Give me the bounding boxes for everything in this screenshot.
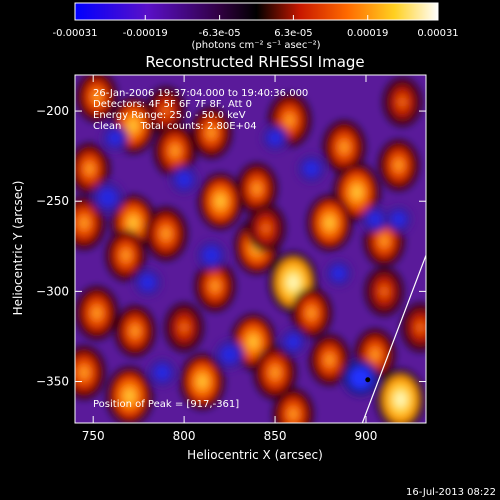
annotation-detectors: Detectors: 4F 5F 6F 7F 8F, Att 0 (93, 99, 252, 110)
heatmap-cell-negative-core (98, 188, 117, 207)
y-tick-label: −250 (36, 194, 69, 208)
heatmap-cell-peak (79, 216, 89, 230)
heatmap-cell-peak (161, 105, 170, 117)
heatmap-cell-peak (127, 118, 139, 133)
heatmap-cell-peak (370, 348, 380, 361)
x-tick-label: 750 (82, 429, 105, 443)
heatmap-cell-peak (127, 215, 139, 230)
colorbar: -0.00031 -0.00019 -6.3e-05 6.3e-05 0.00019 0.… (53, 2, 459, 51)
heatmap-cell-peak (351, 184, 363, 200)
annotation-counts: Clean Total counts: 2.80E+04 (93, 121, 257, 132)
annotation-energy-range: Energy Range: 25.0 - 50.0 keV (93, 110, 246, 121)
colorbar-tick-label: 0.00031 (417, 28, 458, 39)
heatmap-cell-peak (210, 279, 220, 292)
colorbar-tick-label: -0.00019 (123, 28, 168, 39)
axis-ticks: 750 800 850 900 −200 −250 −300 −350 (36, 75, 426, 443)
heatmap-cell-peak (170, 144, 180, 158)
y-tick-label: −300 (36, 284, 69, 298)
info-annotations: 26-Jan-2006 19:37:04.000 to 19:40:36.000… (93, 88, 308, 410)
x-axis-label: Heliocentric X (arcsec) (187, 448, 323, 462)
peak-marker (365, 377, 371, 383)
heatmap-cell-peak (416, 321, 425, 333)
heatmap-cell-peak (307, 307, 316, 320)
heatmap-cell-peak (92, 306, 102, 320)
x-tick-label: 800 (173, 429, 196, 443)
annotation-time-range: 26-Jan-2006 19:37:04.000 to 19:40:36.000 (93, 88, 308, 99)
heatmap-cell-peak (261, 222, 270, 234)
y-tick-label: −350 (36, 375, 69, 389)
heatmap-cell-negative-core (139, 274, 156, 291)
y-axis-label: Heliocentric Y (arcsec) (11, 181, 25, 316)
heatmap-cell-peak (270, 366, 280, 380)
heatmap-cell-peak (215, 194, 226, 209)
heatmap-cell-peak (252, 182, 262, 195)
heatmap-cell-peak (339, 140, 349, 154)
heatmap-cell-negative-core (303, 160, 320, 177)
heatmap-cell-peak (79, 366, 89, 380)
heatmap-cell-negative-core (349, 366, 372, 389)
heatmap-cell-peak (248, 334, 259, 349)
heatmap-cell-negative-core (154, 364, 171, 381)
heatmap-cell-negative-core (202, 246, 220, 264)
heatmap-cell-negative-core (176, 171, 193, 188)
colorbar-tick-label: 0.00019 (347, 28, 388, 39)
heatmap-cell-peak (379, 234, 389, 247)
heatmap-cell-peak (380, 285, 389, 297)
colorbar-tick-label: -6.3e-05 (199, 28, 241, 39)
heatmap-cell-peak (130, 325, 140, 338)
peak-position-label: Position of Peak = [917,-361] (93, 399, 239, 410)
heatmap-cell-peak (284, 113, 295, 127)
heatmap-cell-peak (394, 159, 404, 172)
heatmap-cell-peak (161, 227, 171, 241)
heatmap-cell-peak (85, 162, 94, 175)
heatmap-cell-peak (288, 407, 298, 420)
heatmap-cell-negative-core (267, 130, 283, 146)
heatmap-cell-peak (206, 126, 216, 139)
heatmap-cell-negative-core (391, 211, 407, 227)
colorbar-unit-label: (photons cm⁻² s⁻¹ asec⁻²) (191, 40, 320, 51)
x-tick-label: 900 (355, 429, 378, 443)
heatmap-cell-peak (324, 215, 335, 230)
heatmap-cell-peak (197, 374, 208, 389)
heatmap (75, 75, 426, 423)
heatmap-cell-peak (325, 353, 335, 366)
heatmap-cell-negative-core (107, 130, 123, 146)
heatmap-cell-peak (398, 96, 407, 108)
y-tick-label: −200 (36, 104, 69, 118)
chart-title: Reconstructed RHESSI Image (145, 53, 364, 71)
heatmap-cell-peak (92, 90, 102, 103)
plot-area: 750 800 850 900 −200 −250 −300 −350 26-Jan-2006… (36, 74, 427, 443)
plot-frame (74, 74, 427, 424)
heatmap-cell-peak (123, 388, 136, 404)
colorbar-tick-label: -0.00031 (53, 28, 98, 39)
solar-limb-line (361, 255, 426, 423)
colorbar-tick-label: 6.3e-05 (274, 28, 312, 39)
colorbar-ticks: -0.00031 -0.00019 -6.3e-05 6.3e-05 0.00019 0.… (53, 15, 459, 39)
heatmap-cell-negative-core (220, 345, 239, 364)
colorbar-gradient (74, 2, 439, 21)
heatmap-cell-peak (121, 249, 131, 262)
heatmap-cell-peak (180, 321, 189, 333)
heatmap-cell-negative-core (285, 334, 301, 350)
heatmap-cell-negative-core (367, 211, 383, 227)
x-tick-label: 850 (264, 429, 287, 443)
footer-timestamp: 16-Jul-2013 08:22 (406, 487, 496, 498)
heatmap-cell-negative-core (331, 265, 347, 281)
heatmap-cell-peak (394, 391, 407, 408)
heatmap-cell-peak (287, 274, 300, 291)
